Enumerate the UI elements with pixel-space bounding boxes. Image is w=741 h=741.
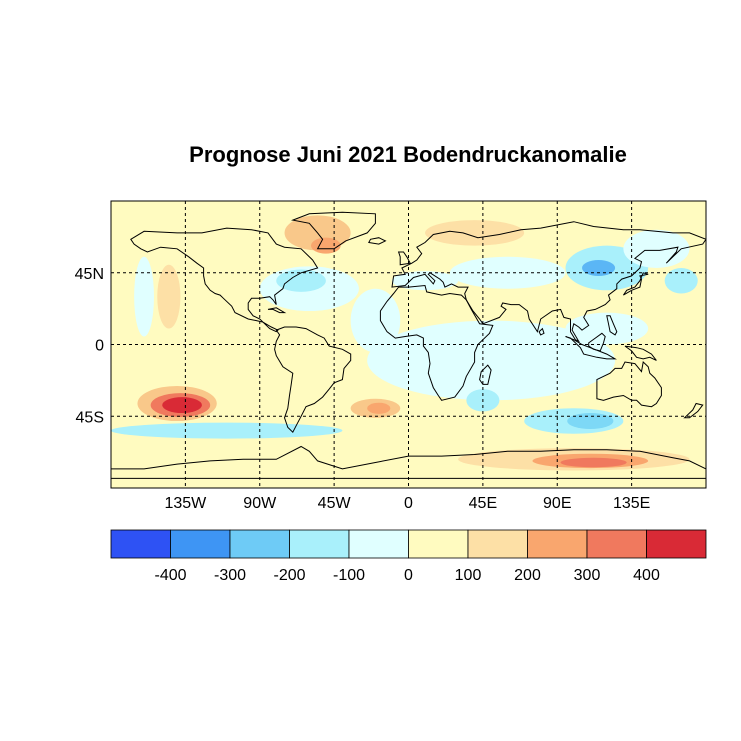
anomaly-region: [560, 457, 627, 468]
anomaly-region: [310, 237, 341, 254]
anomaly-region: [425, 220, 525, 246]
anomaly-region: [157, 264, 181, 329]
coastline-madagascar: [479, 364, 492, 385]
coastline-south-america: [274, 326, 352, 434]
colorbar-swatch: [110, 529, 171, 559]
coastline-sri-lanka: [538, 327, 545, 336]
lon-tick-label: 90W: [243, 495, 277, 512]
anomaly-region: [134, 256, 154, 337]
colorbar: -400 -300 -200 -100 0 100 200 300 400: [110, 529, 707, 584]
anomaly-region: [623, 229, 690, 268]
anomaly-region: [567, 413, 614, 430]
coastline-japan: [622, 272, 649, 296]
coastline-eurasia: [391, 221, 706, 343]
coastline-new-guinea: [624, 345, 657, 361]
colorbar-tick-label: 0: [404, 567, 413, 584]
colorbar-tick-label: -200: [273, 567, 305, 584]
colorbar-swatch: [646, 529, 707, 559]
anomaly-region: [664, 267, 698, 294]
lon-tick-label: 135E: [613, 495, 650, 512]
lon-axis: 135W 90W 45W 0 45E 90E 135E: [164, 495, 650, 512]
lat-tick-label: 45S: [76, 409, 104, 426]
coastline-north-america: [130, 227, 319, 333]
lon-tick-label: 45E: [469, 495, 497, 512]
colorbar-tick-label: 200: [514, 567, 541, 584]
colorbar-swatch: [586, 529, 647, 559]
coastline-philippines: [606, 315, 618, 336]
anomaly-region: [276, 269, 326, 292]
coastline-borneo: [588, 332, 606, 352]
colorbar-swatch: [408, 529, 469, 559]
chart-title: Prognose Juni 2021 Bodendruckanomalie: [189, 142, 627, 167]
coastline-australia: [596, 360, 662, 408]
anomaly-region: [367, 320, 616, 401]
anomaly-region: [162, 397, 202, 414]
coastlines: [111, 211, 706, 479]
anomaly-region: [367, 402, 391, 414]
colorbar-tick-label: -300: [214, 567, 246, 584]
coastline-antarctica: [111, 445, 706, 479]
lat-axis: 45N 0 45S: [75, 266, 104, 427]
coastline-new-zealand: [683, 402, 704, 419]
colorbar-swatch: [527, 529, 588, 559]
lat-tick-label: 0: [95, 338, 104, 355]
coastline-uk: [397, 251, 411, 266]
colorbar-swatch: [170, 529, 231, 559]
lon-tick-label: 135W: [164, 495, 207, 512]
map-frame: [110, 200, 707, 489]
colorbar-tick-label: 300: [574, 567, 601, 584]
map-area: [111, 201, 706, 488]
coastline-iceland: [368, 237, 387, 245]
lon-tick-label: 0: [404, 495, 413, 512]
colorbar-tick-label: 100: [455, 567, 482, 584]
anomaly-region: [350, 288, 401, 353]
coastline-africa: [379, 284, 494, 401]
colorbar-tick-label: 400: [633, 567, 660, 584]
coastline-greenland: [290, 211, 376, 250]
lon-tick-label: 45W: [318, 495, 352, 512]
anomaly-region: [111, 422, 343, 439]
colorbar-tick-label: -100: [333, 567, 365, 584]
colorbar-tick-label: -400: [154, 567, 186, 584]
lat-tick-label: 45N: [75, 266, 104, 283]
anomaly-region: [582, 259, 616, 276]
colorbar-swatch: [289, 529, 350, 559]
coastline-cuba: [267, 307, 287, 314]
colorbar-swatch: [348, 529, 409, 559]
colorbar-swatch: [467, 529, 528, 559]
colorbar-swatch: [229, 529, 290, 559]
lon-tick-label: 90E: [543, 495, 571, 512]
